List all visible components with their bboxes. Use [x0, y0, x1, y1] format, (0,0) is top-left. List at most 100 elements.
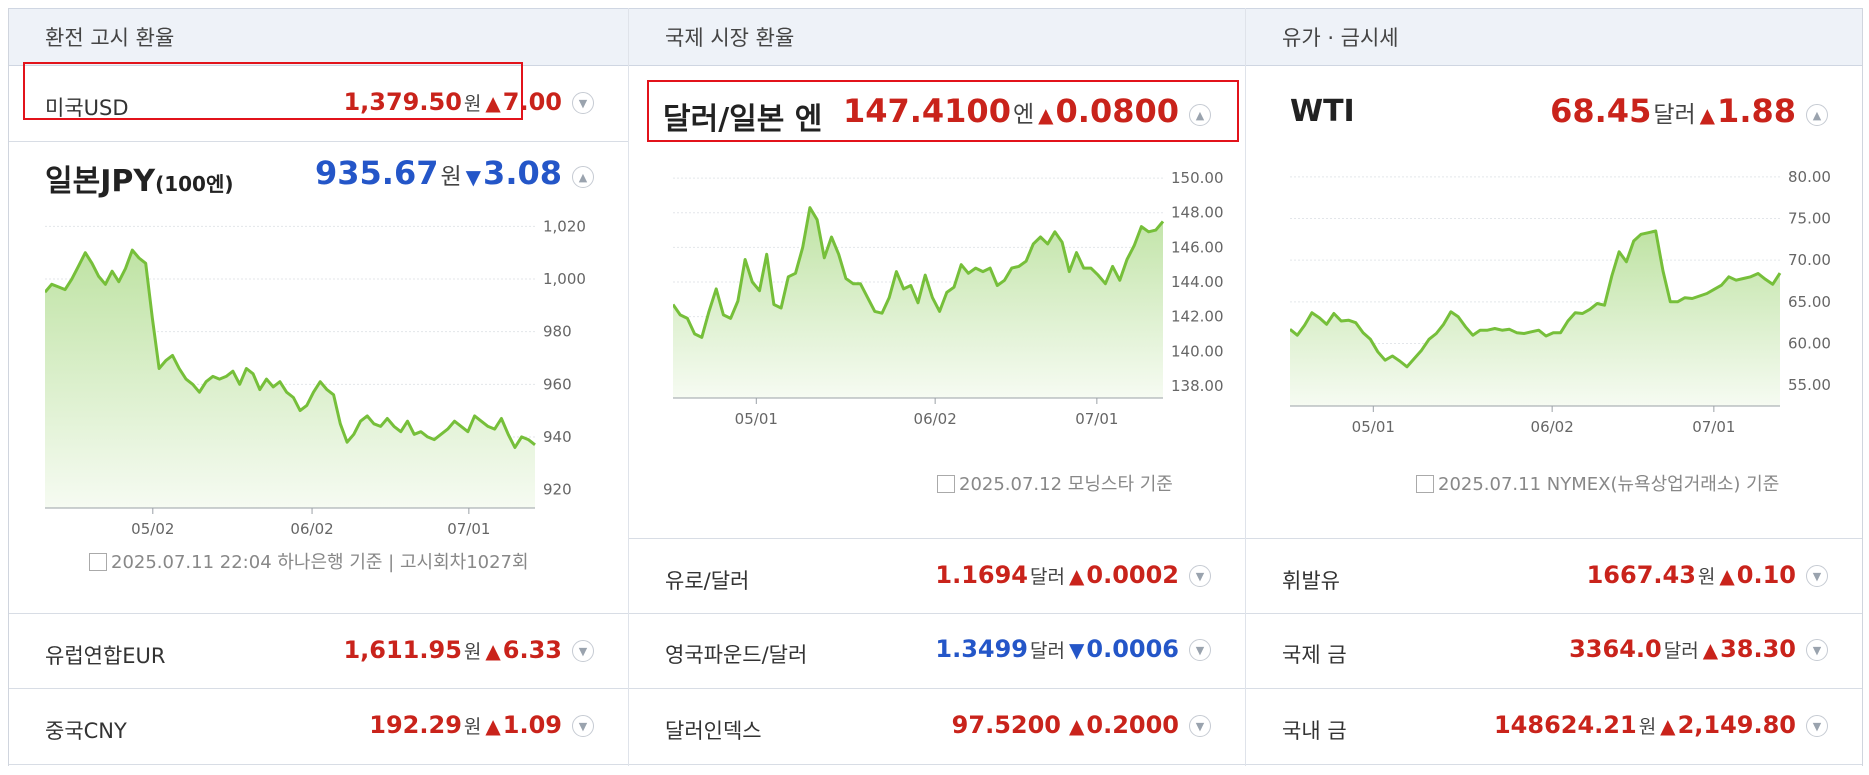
list-item-eur[interactable]: 유럽연합EUR 1,611.95 원 ▲6.33 ▼: [9, 613, 628, 689]
y-tick-label: 940: [543, 428, 572, 446]
featured-rate: 935.67원 ▼3.08 ▲: [315, 154, 594, 192]
exchange-notice-panel: 환전 고시 환율 미국USD 1,379.50 원 ▲7.00 ▼ 일본JPY(100…: [8, 8, 628, 766]
y-tick-label: 65.00: [1788, 293, 1831, 311]
y-tick-label: 75.00: [1788, 210, 1831, 228]
up-arrow-icon: ▲: [1719, 564, 1735, 588]
chevron-down-icon[interactable]: ▼: [572, 715, 594, 737]
chevron-down-icon[interactable]: ▼: [1806, 565, 1828, 587]
up-arrow-icon: ▲: [485, 714, 501, 738]
y-tick-label: 142.00: [1171, 308, 1223, 326]
y-tick-label: 70.00: [1788, 251, 1831, 269]
rate-change: ▲1.88: [1699, 92, 1796, 130]
rate-change: ▲0.0002: [1068, 561, 1179, 589]
rate-unit: 달러: [1030, 640, 1065, 662]
rate-value: 97.5200: [951, 711, 1061, 739]
featured-rate: 147.4100엔 ▲0.0800 ▲: [843, 92, 1211, 130]
list-item-intl-gold[interactable]: 국제 금 3364.0 달러 ▲38.30 ▼: [1246, 613, 1862, 689]
rate-change: ▼0.0006: [1068, 635, 1179, 663]
chevron-down-icon[interactable]: ▼: [1189, 565, 1211, 587]
rate-value: 1.1694: [935, 561, 1029, 589]
rate-value: 1,379.50: [343, 88, 462, 116]
list-item-eur-usd[interactable]: 유로/달러 1.1694 달러 ▲0.0002 ▼: [629, 538, 1245, 614]
chevron-down-icon[interactable]: ▼: [1189, 639, 1211, 661]
featured-currency-name: 달러/일본 엔: [663, 102, 823, 137]
chevron-down-icon[interactable]: ▼: [1189, 715, 1211, 737]
series-area: [1290, 231, 1780, 406]
rate-change: ▲2,149.80: [1660, 711, 1796, 739]
rate-unit: 원: [440, 164, 462, 190]
document-icon: [937, 475, 955, 493]
featured-currency-name: 일본JPY(100엔): [45, 164, 234, 199]
rate-value: 147.4100: [842, 92, 1011, 130]
rate-unit: 달러: [1663, 640, 1699, 662]
rate-unit: 엔: [1012, 102, 1035, 128]
down-arrow-icon: ▼: [1068, 638, 1085, 662]
commodity-name: 국내 금: [1282, 719, 1347, 743]
y-tick-label: 1,020: [543, 217, 586, 235]
chevron-up-icon[interactable]: ▲: [1189, 104, 1211, 126]
chevron-up-icon[interactable]: ▲: [1806, 104, 1828, 126]
list-item-dollar-index[interactable]: 달러인덱스 97.5200 ▲0.2000 ▼: [629, 689, 1245, 765]
rate-change: ▲0.10: [1719, 561, 1796, 589]
x-tick-label: 05/01: [735, 410, 778, 428]
up-arrow-icon: ▲: [1038, 103, 1054, 127]
chevron-down-icon[interactable]: ▼: [572, 640, 594, 662]
panel-header: 환전 고시 환율: [9, 8, 628, 66]
rate-change: ▲7.00: [485, 88, 562, 116]
x-tick-label: 06/02: [290, 520, 333, 538]
y-tick-label: 140.00: [1171, 342, 1223, 360]
currency-name: 달러인덱스: [665, 719, 762, 743]
series-area: [45, 250, 535, 508]
rate-value: 68.45: [1550, 92, 1652, 130]
chevron-down-icon[interactable]: ▼: [1806, 715, 1828, 737]
rate-change: ▲6.33: [485, 636, 562, 664]
currency-name: 영국파운드/달러: [665, 643, 808, 667]
featured-commodity-name: WTI: [1290, 94, 1355, 129]
up-arrow-icon: ▲: [1699, 103, 1716, 127]
x-tick-label: 06/02: [914, 410, 957, 428]
list-item-cny[interactable]: 중국CNY 192.29 원 ▲1.09 ▼: [9, 689, 628, 765]
international-market-panel: 국제 시장 환율 달러/일본 엔 147.4100엔 ▲0.0800 ▲ 150.0…: [628, 8, 1245, 766]
currency-name: 유럽연합EUR: [45, 644, 166, 668]
chevron-down-icon[interactable]: ▼: [572, 92, 594, 114]
y-tick-label: 60.00: [1788, 335, 1831, 353]
document-icon: [89, 553, 107, 571]
x-tick-label: 05/02: [131, 520, 174, 538]
y-tick-label: 920: [543, 481, 572, 499]
rate-unit: 원: [1697, 566, 1716, 588]
chevron-up-icon[interactable]: ▲: [572, 166, 594, 188]
y-tick-label: 1,000: [543, 270, 586, 288]
highlight-box: [647, 80, 1239, 142]
rate-unit: 원: [463, 93, 482, 115]
rate-value: 192.29: [369, 711, 462, 739]
x-tick-label: 07/01: [447, 520, 490, 538]
wti-chart: 80.00 75.00 70.00 65.00 60.00 55.00 05/01 06/02…: [1290, 168, 1831, 436]
usd-jpy-chart: 150.00 148.00 146.00 144.00 142.00 140.00 138.…: [673, 169, 1223, 428]
jpy-chart: 1,020 1,000 980 960 940 920 05/02 06/02 07/01: [45, 217, 586, 538]
x-tick-label: 07/01: [1075, 410, 1118, 428]
list-item-domestic-gold[interactable]: 국내 금 148624.21 원 ▲2,149.80 ▼: [1246, 689, 1862, 765]
source-note: 2025.07.11 NYMEX(뉴욕상업거래소) 기준: [1416, 470, 1779, 496]
list-item-usd[interactable]: 미국USD 1,379.50 원 ▲7.00 ▼: [9, 66, 628, 142]
rate-change: ▲38.30: [1702, 635, 1796, 663]
document-icon: [1416, 475, 1434, 493]
source-note: 2025.07.11 22:04 하나은행 기준 | 고시회차1027회: [89, 548, 529, 574]
list-item-gbp-usd[interactable]: 영국파운드/달러 1.3499 달러 ▼0.0006 ▼: [629, 613, 1245, 689]
y-tick-label: 55.00: [1788, 376, 1831, 394]
rate-change: ▲0.2000: [1068, 711, 1179, 739]
y-tick-label: 80.00: [1788, 168, 1831, 186]
commodity-name: 국제 금: [1282, 643, 1347, 667]
highlight-box: [23, 62, 523, 120]
list-item-gasoline[interactable]: 휘발유 1667.43 원 ▲0.10 ▼: [1246, 538, 1862, 614]
commodity-name: 휘발유: [1282, 569, 1340, 593]
rate-change: ▲0.0800: [1038, 92, 1179, 130]
y-tick-label: 960: [543, 375, 572, 393]
down-arrow-icon: ▼: [465, 165, 482, 189]
source-note: 2025.07.12 모닝스타 기준: [937, 470, 1173, 496]
chevron-down-icon[interactable]: ▼: [1806, 639, 1828, 661]
featured-rate: 68.45달러 ▲1.88 ▲: [1550, 92, 1828, 130]
rate-value: 1667.43: [1586, 561, 1696, 589]
y-tick-label: 148.00: [1171, 204, 1223, 222]
x-tick-label: 05/01: [1352, 418, 1395, 436]
currency-name: 미국USD: [45, 96, 129, 120]
